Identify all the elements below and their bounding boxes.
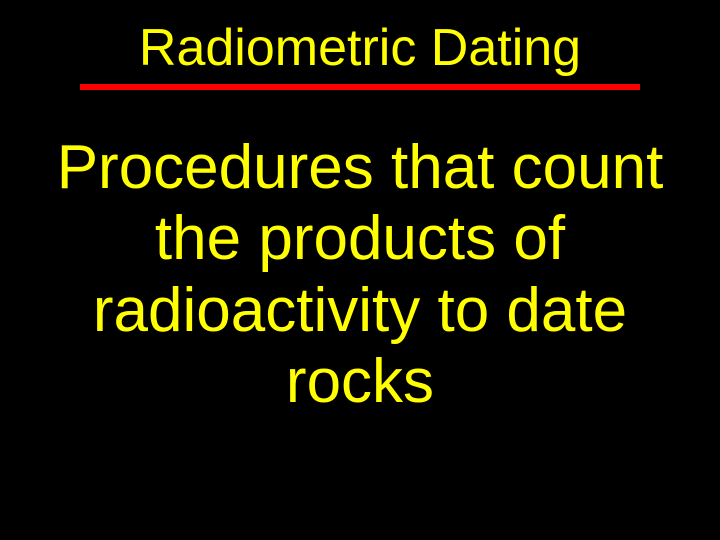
slide-body: Procedures that count the products of ra… [20,132,700,417]
slide-container: Radiometric Dating Procedures that count… [0,0,720,540]
slide-title: Radiometric Dating [20,18,700,82]
title-underline [80,84,640,90]
